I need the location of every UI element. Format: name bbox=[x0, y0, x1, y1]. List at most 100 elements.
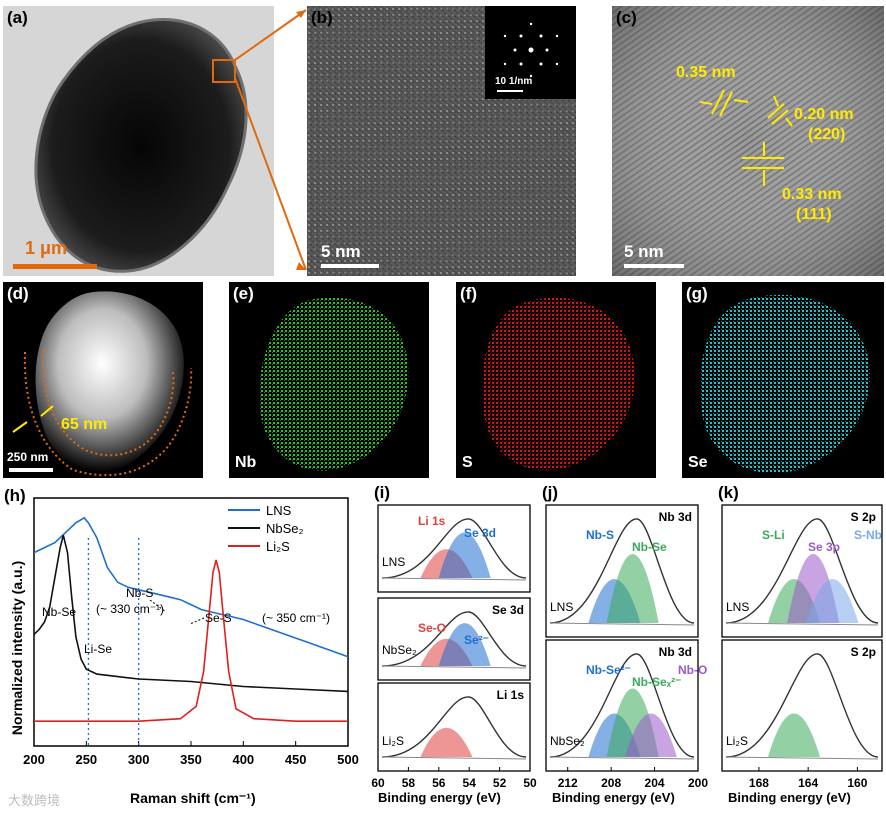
xps-peak-label-1-0-0: Nb-S bbox=[586, 528, 614, 542]
scale-bar-label: 1 μm bbox=[25, 238, 68, 258]
xps-title-2-0: S 2p bbox=[851, 510, 876, 524]
xps-peak-label-1-0-1: Nb-Se bbox=[632, 540, 667, 554]
xps-peak-0-1-1 bbox=[438, 623, 491, 666]
xps-sample-0-2: Li₂S bbox=[382, 734, 404, 748]
xps-panel-label-2: (k) bbox=[718, 483, 739, 502]
xps-baseline-0-1 bbox=[381, 665, 527, 669]
panel-f-s-map: (f) S bbox=[456, 282, 656, 478]
xps-frame-0-0 bbox=[377, 504, 531, 593]
xps-frame-0-2 bbox=[377, 682, 531, 772]
xps-xtick-label-1-2: 204 bbox=[645, 776, 665, 790]
xps-peak-1-0-1 bbox=[606, 554, 659, 623]
xps-baseline-1-1 bbox=[549, 756, 695, 760]
raman-xtick-label-1: 250 bbox=[75, 752, 97, 767]
raman-annotation-1: Li-Se bbox=[84, 642, 112, 656]
spacing-020: 0.20 nm bbox=[794, 106, 854, 123]
xps-panel-label-0: (i) bbox=[374, 483, 390, 502]
diffraction-inset: 10 1/nm bbox=[485, 6, 576, 99]
xps-sample-0-1: NbSe₂ bbox=[382, 643, 417, 657]
xps-peak-label-0-1-1: Se²⁻ bbox=[464, 633, 489, 647]
raman-series-2 bbox=[34, 559, 348, 722]
particle-image bbox=[13, 17, 248, 273]
panel-label-f: (f) bbox=[460, 284, 477, 303]
raman-annotation-0: Nb-Se bbox=[42, 605, 76, 619]
xps-peak-label-2-0-2: S-Nb bbox=[854, 528, 882, 542]
element-label-nb: Nb bbox=[235, 454, 257, 471]
xps-panel-label-1: (j) bbox=[542, 483, 558, 502]
xps-envelope-1-0 bbox=[549, 518, 695, 624]
raman-annotation-3: (~ 330 cm⁻¹) bbox=[96, 602, 164, 616]
raman-xtick-label-2: 300 bbox=[128, 752, 150, 767]
xps-frame-2-0 bbox=[721, 504, 883, 638]
scale-bar-label-c: 5 nm bbox=[624, 242, 664, 261]
xps-frame-2-1 bbox=[721, 639, 883, 772]
panel-d-haadf-image: (d) 65 nm 250 nm bbox=[3, 282, 203, 478]
spacing-035: 0.35 nm bbox=[676, 64, 736, 81]
xps-sample-0-0: LNS bbox=[382, 555, 405, 569]
shell-thickness-label: 65 nm bbox=[61, 416, 108, 433]
xps-j-xlabel: Binding energy (eV) bbox=[552, 790, 675, 805]
raman-series-1 bbox=[33, 535, 349, 693]
raman-xtick-label-4: 400 bbox=[232, 752, 254, 767]
raman-xtick-label-3: 350 bbox=[180, 752, 202, 767]
xps-peak-label-0-0-0: Li 1s bbox=[418, 514, 446, 528]
raman-arrow-nbs bbox=[149, 599, 167, 613]
xps-sample-2-1: Li₂S bbox=[726, 734, 748, 748]
xps-envelope-0-0 bbox=[381, 518, 527, 579]
xps-envelope-2-0 bbox=[725, 518, 879, 624]
xps-peak-label-2-0-0: S-Li bbox=[762, 528, 785, 542]
scale-bar-label-d: 250 nm bbox=[7, 450, 49, 464]
scale-bar bbox=[13, 264, 97, 269]
panel-label-b: (b) bbox=[311, 8, 333, 27]
xps-peak-2-0-2 bbox=[806, 579, 859, 623]
panel-c-lattice-image: (c) 0.35 nm 0.20 nm (220) 0.33 nm (111) … bbox=[612, 6, 884, 276]
panel-b-hrtem-image: 10 1/nm (b) 5 nm bbox=[307, 6, 576, 276]
xps-envelope-0-1 bbox=[381, 611, 527, 667]
scale-bar-label-b: 5 nm bbox=[321, 242, 361, 261]
raman-legend-label-2: Li₂S bbox=[266, 539, 290, 554]
panel-g-se-map: (g) Se bbox=[682, 282, 884, 478]
raman-annotation-2: Nb-S bbox=[126, 586, 153, 600]
panel-label-h: (h) bbox=[4, 486, 26, 505]
xps-envelope-2-1 bbox=[725, 653, 879, 758]
raman-legend-label-1: NbSe₂ bbox=[266, 521, 304, 536]
xps-frame-1-0 bbox=[545, 504, 699, 638]
element-label-se: Se bbox=[688, 454, 708, 471]
xps-envelope-0-2 bbox=[381, 696, 527, 758]
xps-sample-1-1: NbSe₂ bbox=[550, 734, 585, 748]
xps-title-0-1: Se 3d bbox=[492, 603, 524, 617]
xps-baseline-0-2 bbox=[381, 756, 527, 760]
xps-peak-label-1-1-2: Nb-O bbox=[678, 663, 707, 677]
watermark: 大数跨境 bbox=[8, 793, 61, 808]
xps-title-0-2: Li 1s bbox=[497, 688, 525, 702]
xps-xtick-label-0-2: 56 bbox=[432, 776, 446, 790]
xps-sample-1-0: LNS bbox=[550, 600, 573, 614]
raman-xtick-label-0: 200 bbox=[23, 752, 45, 767]
raman-xtick-label-5: 450 bbox=[285, 752, 307, 767]
raman-annotation-5: (~ 350 cm⁻¹) bbox=[262, 611, 330, 625]
xps-xtick-label-2-2: 160 bbox=[847, 776, 867, 790]
xps-baseline-1-0 bbox=[549, 622, 695, 626]
raman-arrow-ses bbox=[189, 617, 205, 625]
plane-220: (220) bbox=[808, 126, 846, 143]
xps-xtick-label-0-0: 60 bbox=[371, 776, 385, 790]
xps-peak-label-1-1-0: Nb-Se²⁻ bbox=[586, 663, 631, 677]
xps-peak-label-0-1-0: Se-O bbox=[418, 621, 446, 635]
xps-peak-1-1-2 bbox=[624, 713, 677, 757]
spacing-033: 0.33 nm bbox=[782, 186, 842, 203]
xps-peak-0-2-0 bbox=[420, 727, 473, 757]
xps-baseline-2-0 bbox=[725, 622, 879, 626]
xps-frame-0-1 bbox=[377, 597, 531, 681]
scale-bar-b bbox=[321, 264, 379, 268]
xps-xtick-label-2-0: 168 bbox=[749, 776, 769, 790]
raman-series-0 bbox=[33, 516, 349, 658]
xps-peak-2-1-0 bbox=[768, 713, 820, 757]
xps-xtick-label-0-5: 50 bbox=[523, 776, 537, 790]
xps-frame-1-1 bbox=[545, 639, 699, 772]
xps-title-2-1: S 2p bbox=[851, 645, 876, 659]
scale-bar-c bbox=[624, 264, 684, 268]
panel-a-tem-image: (a) 1 μm bbox=[3, 6, 274, 276]
xps-title-1-0: Nb 3d bbox=[659, 510, 692, 524]
xps-xtick-label-0-3: 54 bbox=[463, 776, 477, 790]
panel-e-nb-map: (e) Nb bbox=[229, 282, 429, 478]
